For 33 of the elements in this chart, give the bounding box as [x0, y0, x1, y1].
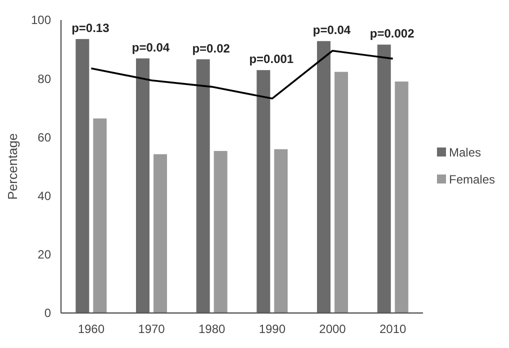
bar — [93, 118, 107, 313]
y-tick-label: 20 — [38, 248, 52, 262]
bar — [154, 154, 167, 313]
annotation: p=0.04 — [132, 40, 170, 54]
bar — [196, 59, 210, 313]
x-tick-label: 1970 — [138, 322, 166, 336]
legend-label: Females — [449, 172, 496, 187]
y-tick-label: 40 — [38, 189, 52, 203]
bar — [377, 44, 391, 313]
x-tick-label: 1960 — [78, 322, 105, 336]
x-tick-label: 1980 — [198, 322, 226, 336]
annotation: p=0.02 — [192, 41, 230, 56]
annotation: p=0.04 — [312, 23, 351, 38]
y-tick-label: 60 — [38, 130, 52, 144]
y-axis-title: Percentage — [5, 133, 20, 200]
bar — [334, 72, 348, 313]
bar — [274, 149, 288, 313]
bar — [214, 150, 228, 313]
y-tick-label: 100 — [30, 13, 52, 28]
annotation: p=0.001 — [249, 52, 294, 66]
annotation: p=0.002 — [370, 26, 415, 41]
x-tick-label: 2000 — [319, 322, 346, 336]
legend-label: Males — [449, 146, 482, 160]
bar — [394, 82, 408, 313]
annotation: p=0.13 — [72, 21, 110, 36]
y-tick-label: 80 — [38, 72, 52, 86]
bar — [76, 39, 90, 313]
bar — [317, 41, 330, 313]
x-tick-label: 2010 — [379, 322, 407, 336]
x-tick-label: 1990 — [258, 322, 286, 336]
y-tick-label: 0 — [44, 306, 52, 320]
bar — [256, 70, 270, 313]
bar — [136, 58, 150, 313]
